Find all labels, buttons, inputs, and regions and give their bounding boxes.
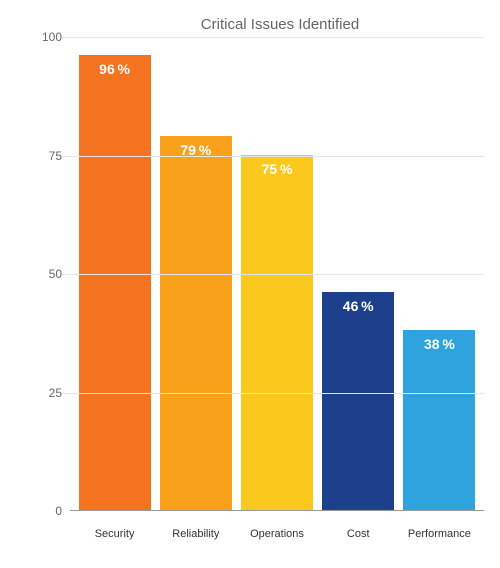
y-tick-label: 75 bbox=[32, 149, 62, 163]
gridline bbox=[62, 37, 484, 38]
bar: 46 % bbox=[322, 292, 394, 510]
bar-value-label: 46 % bbox=[322, 298, 394, 314]
bar: 75 % bbox=[241, 155, 313, 511]
y-tick-label: 50 bbox=[32, 267, 62, 281]
x-tick-label: Security bbox=[74, 528, 155, 540]
bar: 96 % bbox=[79, 55, 151, 510]
chart-title: Critical Issues Identified bbox=[70, 10, 490, 37]
bar: 79 % bbox=[160, 136, 232, 510]
y-tick-label: 0 bbox=[32, 504, 62, 518]
bar-value-label: 75 % bbox=[241, 161, 313, 177]
bar-value-label: 38 % bbox=[403, 336, 475, 352]
chart-container: Critical Issues Identified Reviews with … bbox=[0, 0, 500, 568]
bar-wrap: 75 % bbox=[236, 155, 317, 511]
y-tick-label: 25 bbox=[32, 386, 62, 400]
gridline bbox=[62, 393, 484, 394]
y-tick-label: 100 bbox=[32, 30, 62, 44]
x-tick-label: Cost bbox=[318, 528, 399, 540]
bar-wrap: 46 % bbox=[318, 292, 399, 510]
bar-value-label: 96 % bbox=[79, 61, 151, 77]
x-tick-label: Performance bbox=[399, 528, 480, 540]
bar: 38 % bbox=[403, 330, 475, 510]
gridline bbox=[62, 274, 484, 275]
x-axis-labels: SecurityReliabilityOperationsCostPerform… bbox=[70, 528, 484, 540]
plot-area: 96 %79 %75 %46 %38 % 0255075100 bbox=[70, 37, 484, 511]
bar-wrap: 38 % bbox=[399, 330, 480, 510]
bar-wrap: 79 % bbox=[155, 136, 236, 510]
bar-wrap: 96 % bbox=[74, 55, 155, 510]
gridline bbox=[62, 156, 484, 157]
x-tick-label: Operations bbox=[236, 528, 317, 540]
x-tick-label: Reliability bbox=[155, 528, 236, 540]
